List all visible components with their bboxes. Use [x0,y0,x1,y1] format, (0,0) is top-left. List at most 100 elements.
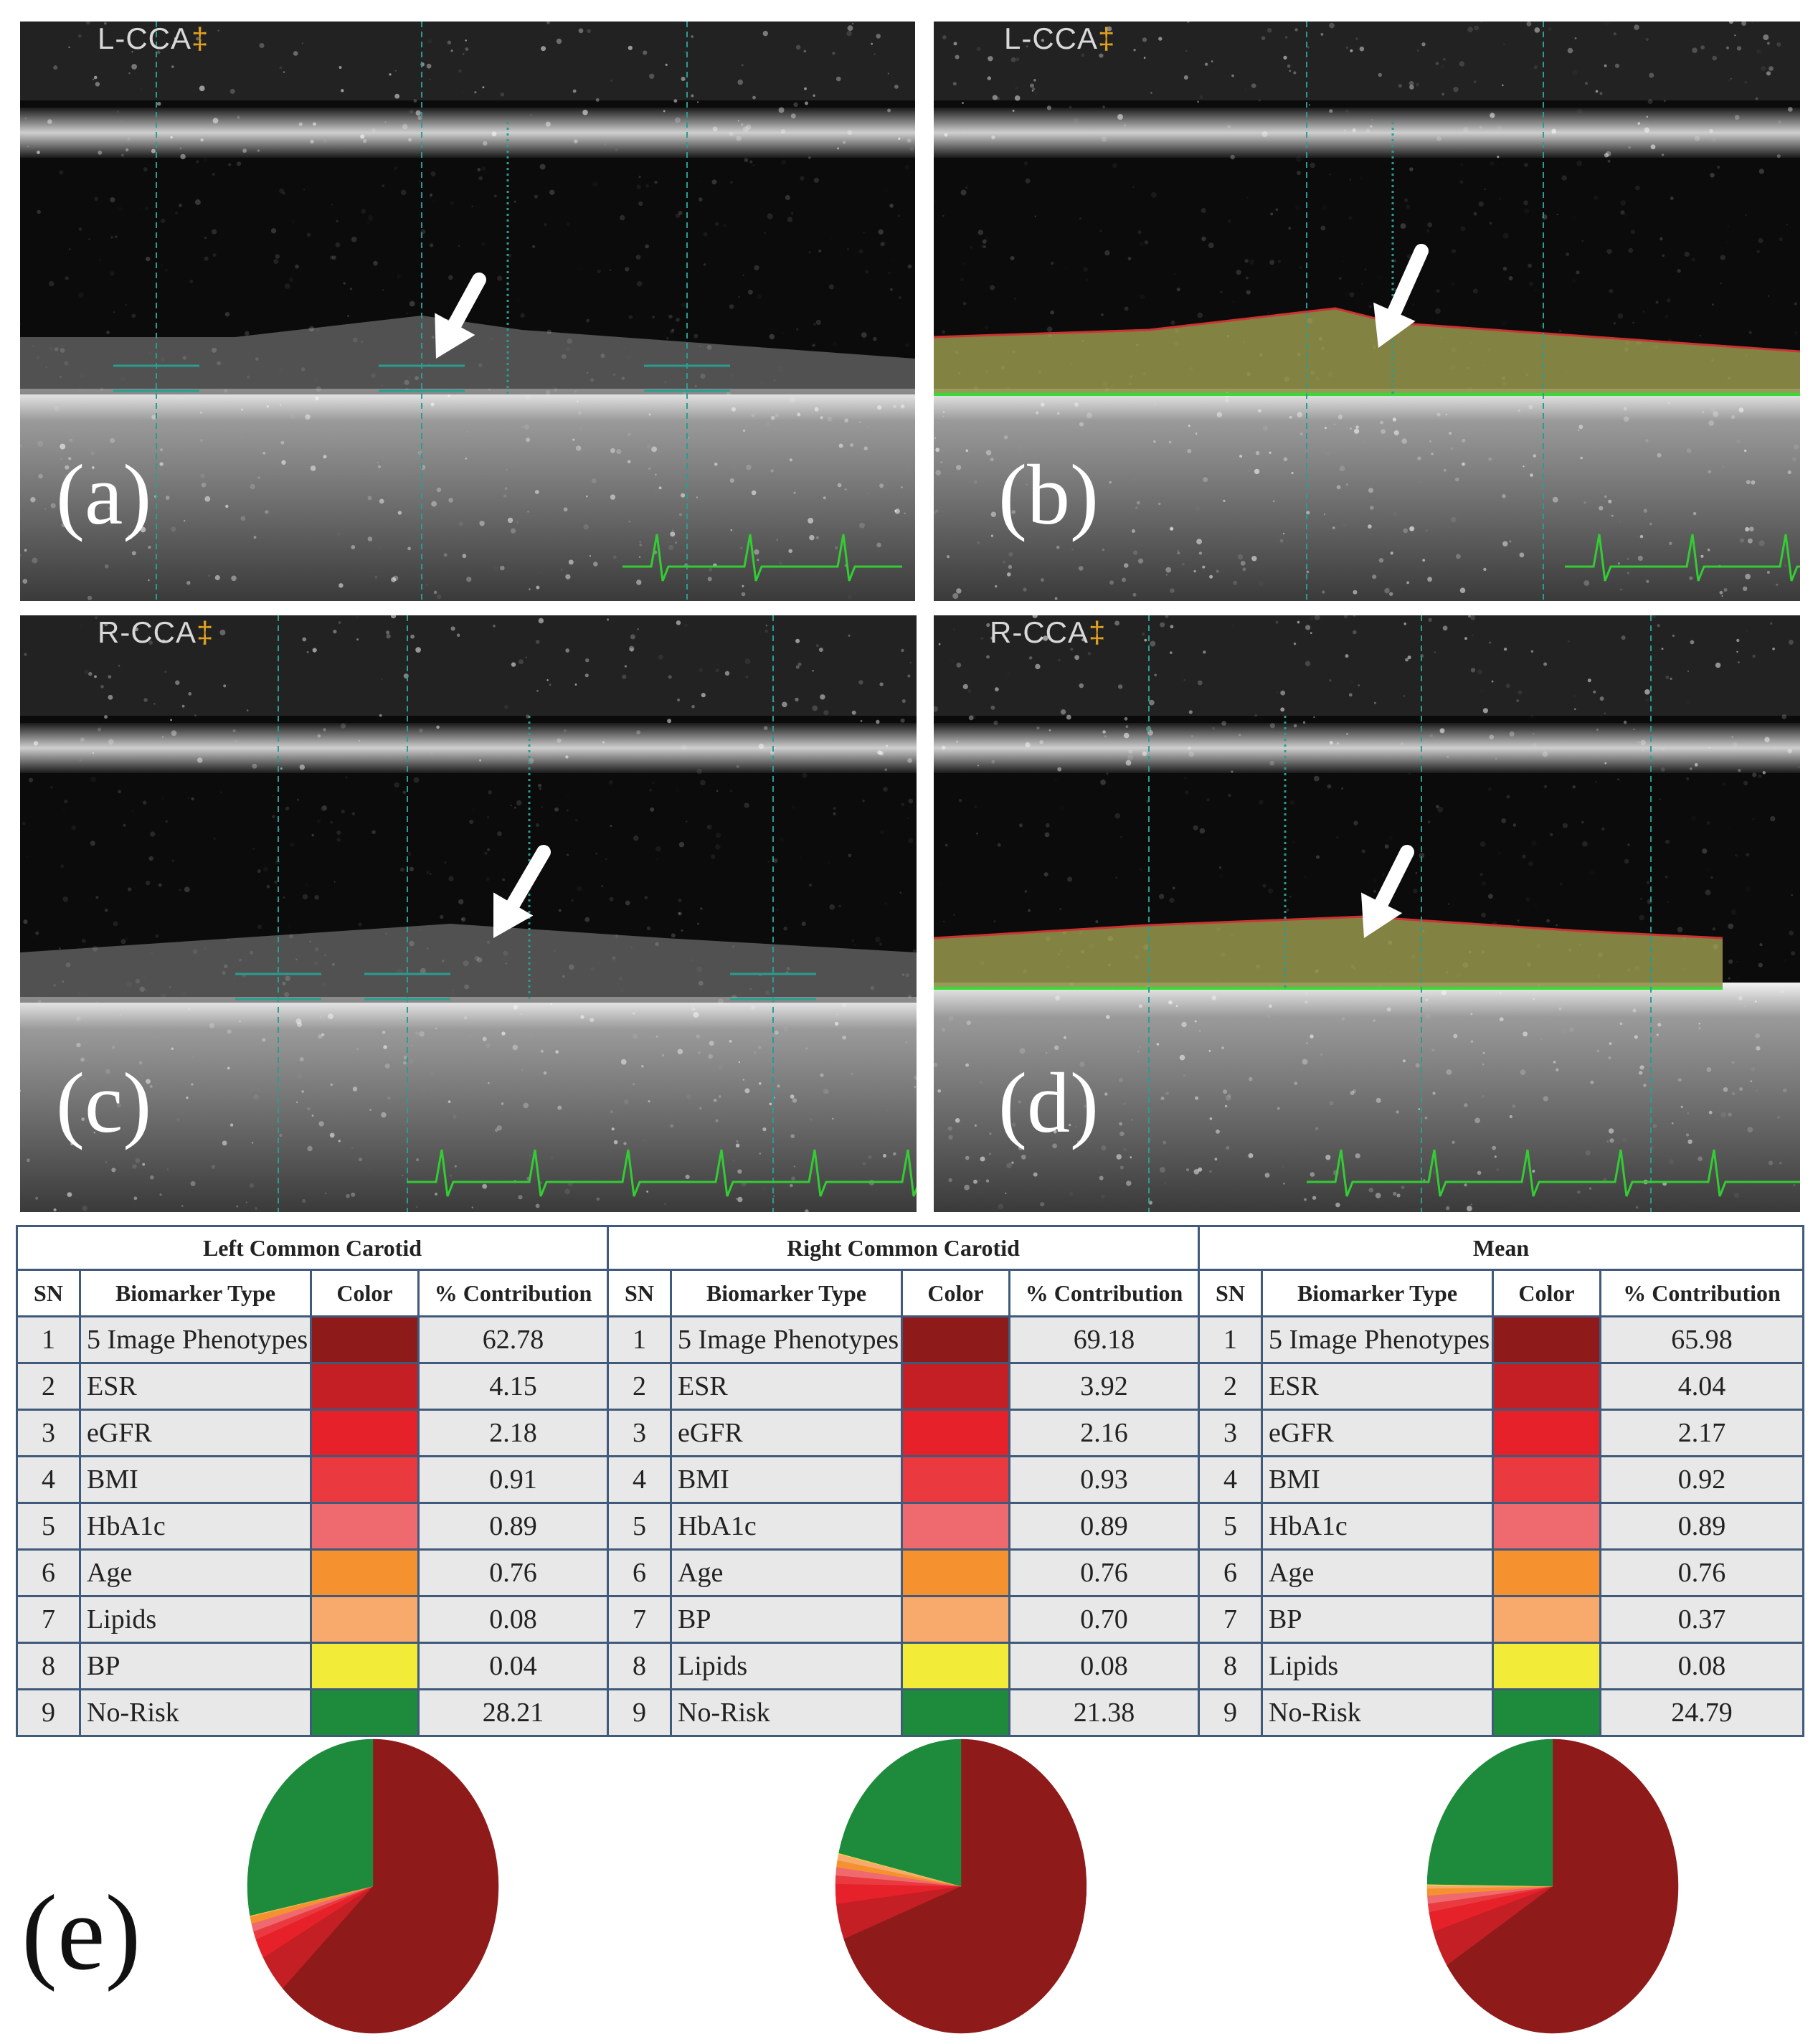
biomarker-type-cell: BP [1261,1595,1494,1644]
table-row: 9 No-Risk 21.38 [607,1688,1200,1737]
biomarker-type-cell: HbA1c [670,1502,903,1551]
color-swatch [901,1362,1010,1411]
contribution-cell: 0.70 [1008,1595,1200,1644]
biomarker-type-cell: Lipids [670,1642,903,1690]
color-swatch [1492,1642,1601,1690]
biomarker-type-cell: Lipids [1261,1642,1494,1690]
contribution-cell: 0.89 [1008,1502,1200,1551]
biomarker-type-cell: No-Risk [1261,1688,1494,1737]
contribution-cell: 3.92 [1008,1362,1200,1411]
probe-marker-icon: ‡ [1098,22,1116,55]
column-header: Color [901,1269,1010,1317]
column-header: % Contribution [1008,1269,1200,1317]
table-left-common-carotid: Left Common Carotid SN Biomarker Type Color… [15,1225,610,1737]
contribution-cell: 4.04 [1599,1362,1805,1411]
column-header: SN [16,1269,81,1317]
color-swatch [901,1642,1010,1690]
contribution-cell: 2.18 [417,1409,610,1457]
table-row: 7 Lipids 0.08 [16,1595,610,1644]
table-row: 3 eGFR 2.18 [16,1409,610,1457]
biomarker-tables: Left Common Carotid SN Biomarker Type Color… [15,1225,1805,1737]
color-swatch [1492,1409,1601,1457]
vessel-name: R-CCA [990,615,1089,649]
panel-letter: (d) [998,1055,1099,1150]
vessel-label: R-CCA‡ [990,615,1106,650]
color-swatch [901,1548,1010,1597]
probe-marker-icon: ‡ [1089,615,1107,649]
vessel-label: L-CCA‡ [98,22,209,56]
vessel-name: L-CCA [98,22,192,55]
table-mean: Mean SN Biomarker Type Color% Contribution 1… [1197,1225,1805,1737]
color-swatch [1492,1455,1601,1504]
figure-label-e: (e) [22,1873,141,1992]
ultrasound-panel-b: L-CCA‡ (b) [934,22,1800,601]
panel-letter: (c) [56,1055,152,1150]
biomarker-type-cell: HbA1c [79,1502,312,1551]
sn-cell: 9 [1198,1688,1263,1737]
pie-slice [838,1738,962,1887]
table-row: 5 HbA1c 0.89 [16,1502,610,1551]
biomarker-type-cell: 5 Image Phenotypes [1261,1315,1494,1364]
table-row: 5 HbA1c 0.89 [607,1502,1200,1551]
sn-cell: 7 [16,1595,81,1644]
biomarker-type-cell: 5 Image Phenotypes [670,1315,903,1364]
table-row: 2 ESR 4.15 [16,1362,610,1411]
biomarker-type-cell: BP [670,1595,903,1644]
sn-cell: 1 [16,1315,81,1364]
biomarker-type-cell: eGFR [79,1409,312,1457]
table-row: 5 HbA1c 0.89 [1198,1502,1805,1551]
sn-cell: 1 [607,1315,672,1364]
column-header: Biomarker Type [1261,1269,1494,1317]
contribution-cell: 69.18 [1008,1315,1200,1364]
table-row: 7 BP 0.37 [1198,1595,1805,1644]
contribution-cell: 0.76 [417,1548,610,1597]
biomarker-type-cell: Age [79,1548,312,1597]
sn-cell: 2 [1198,1362,1263,1411]
table-row: 4 BMI 0.92 [1198,1455,1805,1504]
pie-slice [1447,1738,1679,2034]
color-swatch [1492,1595,1601,1644]
color-swatch [901,1502,1010,1551]
table-right-common-carotid: Right Common Carotid SN Biomarker Type Colo… [607,1225,1200,1737]
sn-cell: 9 [16,1688,81,1737]
sn-cell: 6 [1198,1548,1263,1597]
biomarker-type-cell: No-Risk [79,1688,312,1737]
sn-cell: 8 [607,1642,672,1690]
sn-cell: 4 [16,1455,81,1504]
color-swatch [901,1409,1010,1457]
table-title: Right Common Carotid [607,1225,1200,1271]
table-row: 9 No-Risk 28.21 [16,1688,610,1737]
color-swatch [310,1409,420,1457]
biomarker-type-cell: No-Risk [670,1688,903,1737]
color-swatch [1492,1688,1601,1737]
pie-slice [1426,1738,1553,1887]
table-row: 2 ESR 4.04 [1198,1362,1805,1411]
biomarker-type-cell: Age [670,1548,903,1597]
sn-cell: 2 [607,1362,672,1411]
contribution-cell: 28.21 [417,1688,610,1737]
table-title: Mean [1197,1225,1805,1271]
column-header: SN [607,1269,672,1317]
biomarker-type-cell: Age [1261,1548,1494,1597]
sn-cell: 6 [16,1548,81,1597]
contribution-cell: 24.79 [1599,1688,1805,1737]
color-swatch [310,1688,420,1737]
contribution-cell: 2.17 [1599,1409,1805,1457]
sn-cell: 7 [1198,1595,1263,1644]
contribution-cell: 0.08 [1008,1642,1200,1690]
sn-cell: 7 [607,1595,672,1644]
biomarker-type-cell: BMI [1261,1455,1494,1504]
column-header: Biomarker Type [79,1269,312,1317]
sn-cell: 8 [16,1642,81,1690]
pie-slice [843,1738,1087,2034]
color-swatch [901,1455,1010,1504]
contribution-cell: 0.92 [1599,1455,1805,1504]
table-row: 6 Age 0.76 [16,1548,610,1597]
contribution-cell: 21.38 [1008,1688,1200,1737]
vessel-name: R-CCA [98,615,197,649]
sn-cell: 3 [16,1409,81,1457]
contribution-cell: 4.15 [417,1362,610,1411]
column-header: SN [1198,1269,1263,1317]
contribution-cell: 0.91 [417,1455,610,1504]
